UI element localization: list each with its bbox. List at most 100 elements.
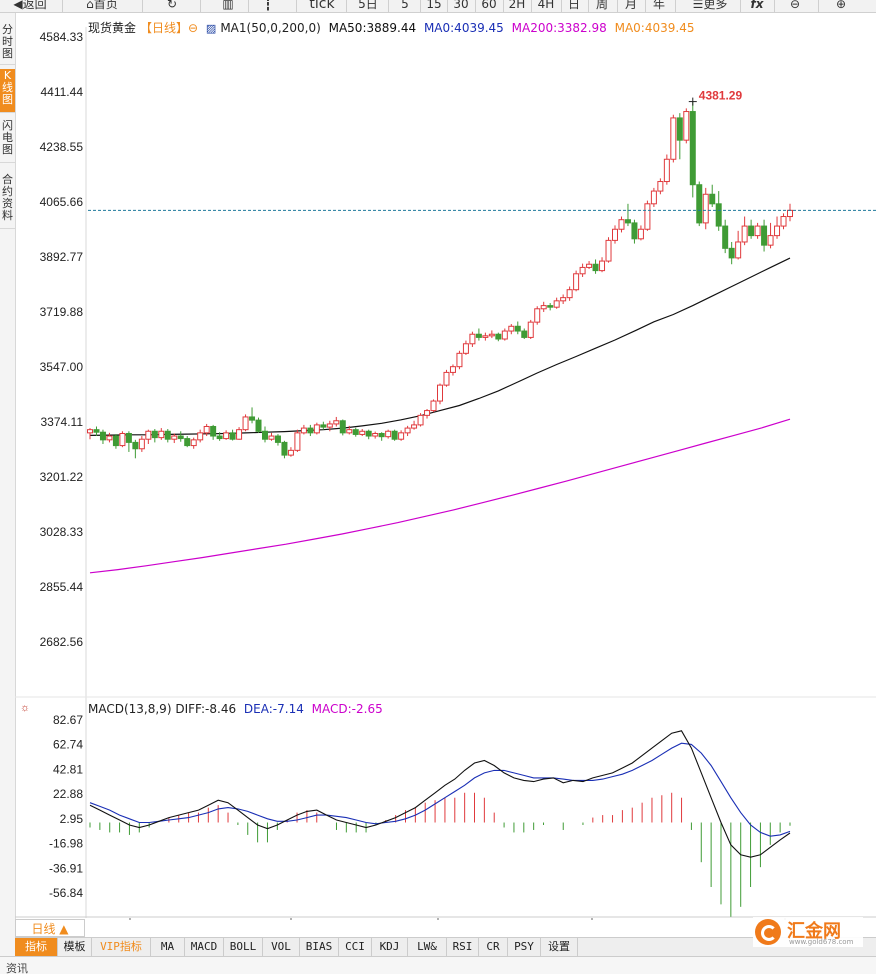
- refresh-button[interactable]: ↻: [158, 0, 186, 12]
- period-4h[interactable]: 4H: [537, 0, 555, 11]
- macd-tick-label: 2.95: [60, 812, 84, 826]
- tab-rsi[interactable]: RSI: [447, 938, 479, 956]
- tab-contract-info[interactable]: 合约资料: [0, 173, 15, 229]
- period-5day[interactable]: 5日: [358, 0, 378, 11]
- tab-ma[interactable]: MA: [151, 938, 185, 956]
- candle-down: [709, 193, 716, 205]
- period-15min[interactable]: 15: [426, 0, 442, 11]
- candle-up: [417, 414, 424, 426]
- period-30min[interactable]: 30: [453, 0, 469, 11]
- price-legend: 现货黄金 【日线】⊖ ▨ MA1(50,0,200,0) MA50:3889.44 …: [88, 19, 698, 36]
- price-axis: 4584.33 4411.44 4238.55 4065.66 3892.77 3719.…: [40, 30, 84, 649]
- tab-macd[interactable]: MACD: [185, 938, 224, 956]
- tab-cr[interactable]: CR: [479, 938, 508, 956]
- candle-down: [676, 117, 683, 141]
- price-tick-label: 3547.00: [40, 360, 84, 374]
- tab-kdj[interactable]: KDJ: [372, 938, 408, 956]
- price-tick-label: 2855.44: [40, 580, 84, 594]
- period-5min[interactable]: 5: [401, 0, 409, 11]
- ma-settings-icon[interactable]: ▨: [205, 22, 217, 35]
- candle-down: [352, 429, 359, 435]
- candle-up: [456, 352, 463, 368]
- tab-psy[interactable]: PSY: [508, 938, 541, 956]
- candle-up: [650, 190, 657, 205]
- back-button[interactable]: ◀返回: [4, 0, 56, 12]
- tab-timeshare[interactable]: 分时图: [0, 23, 15, 65]
- ma200-line: [89, 418, 791, 574]
- candle-up: [449, 366, 456, 373]
- period-day[interactable]: 日: [567, 0, 580, 11]
- candle-down: [722, 225, 729, 249]
- candle-up: [683, 111, 690, 141]
- candle-up: [300, 427, 307, 434]
- candle-up: [599, 260, 606, 272]
- candle-type-button[interactable]: ┇: [254, 0, 282, 12]
- tab-boll[interactable]: BOLL: [224, 938, 263, 956]
- news-tab[interactable]: 资讯: [6, 962, 28, 975]
- chart-type-button[interactable]: ▥: [214, 0, 242, 12]
- candle-up: [359, 430, 366, 435]
- candle-up: [605, 239, 612, 262]
- candle-down: [132, 441, 139, 450]
- candle-up: [404, 427, 411, 434]
- macd-settings-icon[interactable]: ☼: [20, 702, 30, 714]
- logo-mark-icon: [755, 919, 781, 945]
- tab-settings[interactable]: 设置: [541, 938, 578, 956]
- candle-down: [365, 430, 372, 437]
- candle-up: [171, 435, 178, 440]
- tab-cci[interactable]: CCI: [339, 938, 372, 956]
- candle-down: [631, 222, 638, 240]
- period-60min[interactable]: 60: [481, 0, 497, 11]
- macd-params: MACD(13,8,9): [88, 702, 172, 716]
- candle-up: [119, 432, 126, 447]
- instrument-name: 现货黄金: [88, 21, 137, 35]
- settings-icon[interactable]: ⊖: [188, 21, 199, 35]
- period-2h[interactable]: 2H: [508, 0, 526, 11]
- candle-up: [741, 225, 748, 243]
- zoom-out-button[interactable]: ⊖: [784, 0, 806, 12]
- date-label: 2025/07: [134, 919, 178, 920]
- kline-chart[interactable]: ☼ 4584.33 4411.44 4238.55 4065.66 3892.77 371…: [0, 0, 876, 920]
- candle-down: [93, 429, 100, 433]
- candle-down: [112, 435, 119, 447]
- tab-vol[interactable]: VOL: [263, 938, 300, 956]
- macd-tick-label: -16.98: [49, 837, 83, 851]
- formula-button[interactable]: fx: [750, 0, 764, 11]
- candle-up: [488, 333, 495, 337]
- period-select-button[interactable]: 日线 ▲: [15, 919, 85, 937]
- period-month[interactable]: 月: [624, 0, 637, 11]
- period-year[interactable]: 年: [652, 0, 665, 11]
- candle-down: [378, 432, 385, 438]
- candle-up: [411, 424, 418, 429]
- candle-up: [482, 335, 489, 338]
- zoom-in-button[interactable]: ⊕: [830, 0, 852, 12]
- zoom-out-icon: ⊖: [789, 0, 801, 11]
- tick-button[interactable]: tick: [309, 0, 335, 12]
- menu-icon: ☰: [692, 0, 704, 11]
- candle-down: [216, 435, 223, 440]
- candlestick-icon: ┇: [264, 0, 272, 11]
- period-week[interactable]: 周: [595, 0, 608, 11]
- site-logo: 汇金网 www.gold678.com: [753, 917, 863, 947]
- logo-name: 汇金网: [787, 921, 841, 942]
- legend-period[interactable]: 【日线】: [140, 21, 189, 35]
- tab-vip-indicator[interactable]: VIP指标: [92, 938, 151, 956]
- home-button[interactable]: ⌂首页: [78, 0, 126, 12]
- tab-bias[interactable]: BIAS: [300, 938, 339, 956]
- ma0-value: MA0:4039.45: [423, 21, 504, 35]
- candle-down: [229, 432, 236, 440]
- ma200-value: MA200:3382.98: [511, 21, 607, 35]
- candle-down: [624, 219, 631, 224]
- tab-template[interactable]: 模板: [58, 938, 92, 956]
- candle-up: [579, 266, 586, 275]
- tab-kline[interactable]: K线图: [0, 69, 15, 113]
- tab-flash[interactable]: 闪电图: [0, 119, 15, 163]
- tab-lw[interactable]: LW&: [408, 938, 447, 956]
- candle-up: [236, 429, 243, 440]
- candle-up: [430, 400, 437, 412]
- candle-up: [787, 209, 793, 218]
- more-button[interactable]: ☰更多: [684, 0, 736, 12]
- candle-up: [540, 305, 547, 310]
- tab-indicator[interactable]: 指标: [15, 938, 58, 956]
- macd-tick-label: -56.84: [49, 886, 83, 900]
